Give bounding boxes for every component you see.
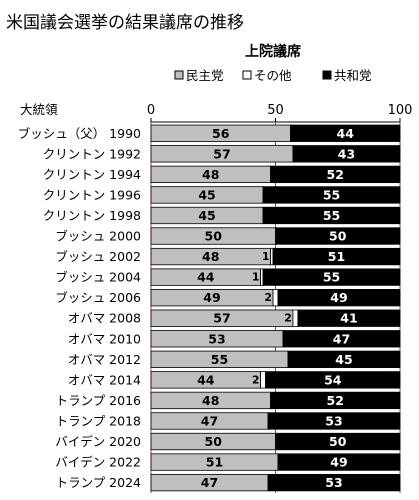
category-label: ブッシュ 2002 [55,249,141,264]
bar-rep [265,371,401,389]
bar-rep [272,247,401,266]
chart-title: 米国議会選挙の結果議席の推移 [6,13,244,33]
data-label-dem: 47 [201,475,218,490]
data-label-rep: 47 [333,331,350,346]
data-label-dem: 57 [213,311,230,326]
data-label-dem: 53 [208,331,225,346]
data-label-rep: 49 [330,290,347,305]
bar-rep [270,391,401,410]
data-label-other: 2 [284,312,292,325]
data-label-rep: 53 [325,475,342,490]
category-label: クリントン 1996 [43,187,141,202]
category-header: 大統領 [20,102,58,117]
data-label-dem: 48 [202,167,219,182]
bar-rep [275,227,401,245]
x-tick-label: 0 [147,103,155,118]
bar-rep [262,268,401,286]
data-label-dem: 51 [206,455,223,470]
data-label-rep: 52 [327,167,344,182]
data-label-dem: 44 [197,270,215,285]
category-label: トランプ 2016 [56,393,141,408]
category-label: オバマ 2008 [68,311,141,326]
data-label-rep: 49 [330,455,347,470]
data-label-rep: 50 [329,229,347,244]
legend-label-2: 共和党 [334,68,372,83]
data-label-other: 1 [252,271,260,284]
data-label-rep: 53 [325,413,342,428]
data-label-rep: 55 [323,270,340,285]
bar-rep [282,330,401,348]
bar-other [260,371,266,389]
bar-rep [270,165,401,184]
legend-label-0: 民主党 [186,68,224,83]
legend-swatch-2 [322,70,332,80]
legend-swatch-1 [242,70,252,80]
data-label-dem: 45 [198,187,215,202]
bar-rep [275,432,401,451]
data-label-dem: 50 [205,229,223,244]
data-label-rep: 55 [323,208,340,223]
category-label: バイデン 2020 [55,434,141,449]
legend-label-1: その他 [254,68,292,83]
data-label-rep: 44 [337,126,355,141]
category-label: ブッシュ 2004 [55,270,141,285]
bar-rep [287,350,401,368]
bar-rep [262,206,401,225]
data-label-dem: 48 [202,393,219,408]
data-label-other: 2 [252,373,260,386]
category-label: オバマ 2012 [68,352,141,367]
category-label: クリントン 1994 [43,167,141,182]
bar-rep [267,412,401,430]
data-label-rep: 45 [335,352,352,367]
data-label-rep: 50 [329,434,347,449]
category-label: クリントン 1998 [43,208,141,223]
category-label: ブッシュ（父） 1990 [18,126,141,141]
category-label: クリントン 1992 [43,146,141,161]
data-label-dem: 49 [203,290,220,305]
bar-rep [297,309,401,327]
data-label-dem: 56 [212,126,230,141]
category-label: オバマ 2010 [68,331,141,346]
data-label-dem: 47 [201,413,218,428]
category-label: ブッシュ 2000 [55,229,141,244]
category-label: トランプ 2024 [56,475,141,490]
data-label-dem: 57 [213,146,230,161]
x-tick-label: 50 [267,103,284,118]
category-label: トランプ 2018 [56,413,141,428]
data-label-dem: 48 [202,249,219,264]
data-label-rep: 52 [327,393,344,408]
data-label-rep: 54 [324,372,342,387]
data-label-dem: 44 [197,372,215,387]
data-label-rep: 41 [340,311,357,326]
category-label: オバマ 2014 [68,372,141,387]
data-label-dem: 55 [211,352,228,367]
data-label-rep: 55 [323,187,340,202]
x-tick-label: 100 [388,103,413,118]
data-label-dem: 45 [198,208,215,223]
bar-rep [267,473,401,492]
data-label-rep: 43 [338,146,355,161]
bar-rep [292,145,401,163]
data-label-other: 2 [264,291,272,304]
bar-rep [277,453,401,471]
bar-rep [290,124,401,142]
data-label-other: 1 [262,250,270,263]
bar-other [292,309,299,327]
bar-other [272,289,279,307]
data-label-dem: 50 [205,434,223,449]
category-label: バイデン 2022 [55,455,141,470]
bar-rep [277,289,401,307]
chart-subtitle: 上院議席 [245,43,301,60]
data-label-rep: 51 [328,249,345,264]
category-label: ブッシュ 2006 [55,290,141,305]
legend-swatch-0 [174,70,184,80]
bar-rep [262,186,401,204]
